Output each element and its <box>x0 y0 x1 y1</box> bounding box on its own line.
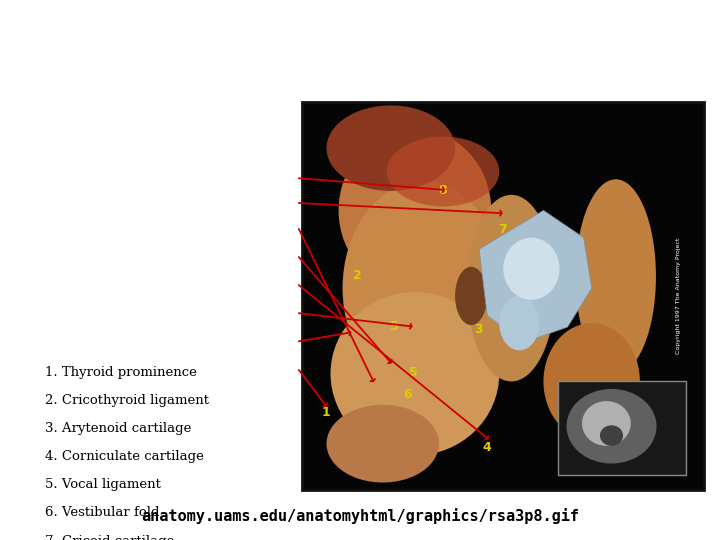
Ellipse shape <box>330 292 499 455</box>
Ellipse shape <box>455 267 487 325</box>
Ellipse shape <box>582 401 631 446</box>
Text: 8: 8 <box>438 184 446 197</box>
Ellipse shape <box>499 296 539 350</box>
Ellipse shape <box>343 181 503 395</box>
Text: 6. Vestibular fold: 6. Vestibular fold <box>45 507 159 519</box>
Text: 5: 5 <box>390 320 399 333</box>
Ellipse shape <box>575 179 656 374</box>
Text: 4: 4 <box>482 441 491 454</box>
Polygon shape <box>480 211 592 342</box>
Text: 7. Cricoid cartilage: 7. Cricoid cartilage <box>45 535 174 540</box>
Text: Copyright 1997 The Anatomy Project: Copyright 1997 The Anatomy Project <box>675 238 680 354</box>
Ellipse shape <box>544 323 640 440</box>
Ellipse shape <box>338 129 491 292</box>
Ellipse shape <box>326 405 439 483</box>
Ellipse shape <box>503 238 559 300</box>
Text: 4. Corniculate cartilage: 4. Corniculate cartilage <box>45 450 204 463</box>
Text: 6: 6 <box>403 388 412 401</box>
Text: 1. Thyroid prominence: 1. Thyroid prominence <box>45 366 197 379</box>
Text: 2. Cricothyroid ligament: 2. Cricothyroid ligament <box>45 394 209 407</box>
Text: 1: 1 <box>321 406 330 419</box>
Text: 3: 3 <box>474 323 482 336</box>
Ellipse shape <box>467 195 556 381</box>
Ellipse shape <box>326 105 455 191</box>
Ellipse shape <box>600 426 623 446</box>
Text: anatomy.uams.edu/anatomyhtml/graphics/rsa3p8.gif: anatomy.uams.edu/anatomyhtml/graphics/rs… <box>141 508 579 524</box>
Ellipse shape <box>387 137 499 206</box>
Text: 2: 2 <box>353 269 361 282</box>
Bar <box>302 102 704 490</box>
Text: 3. Arytenoid cartilage: 3. Arytenoid cartilage <box>45 422 191 435</box>
Text: 5. Vocal ligament: 5. Vocal ligament <box>45 478 161 491</box>
Text: 5: 5 <box>409 366 418 379</box>
Ellipse shape <box>567 389 657 463</box>
Bar <box>557 381 686 475</box>
Text: 7: 7 <box>498 223 507 236</box>
